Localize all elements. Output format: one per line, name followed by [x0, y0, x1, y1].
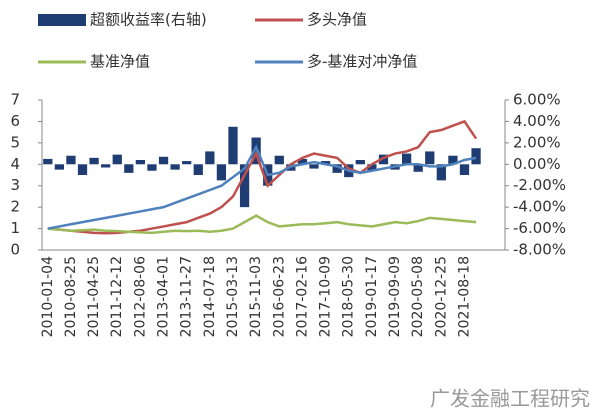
x-tick-label: 2014-07-18 — [202, 256, 218, 337]
y-tick-label: 4 — [10, 155, 20, 173]
bar — [158, 156, 169, 165]
legend-swatch — [38, 14, 86, 26]
bar — [112, 154, 122, 165]
x-tick-label: 2010-01-04 — [40, 256, 56, 337]
bar — [251, 137, 261, 165]
bar — [471, 148, 481, 165]
y2-tick-label: 4.00% — [513, 112, 561, 130]
bar — [135, 160, 146, 165]
watermark: 广发金融工程研究 — [430, 387, 590, 411]
y2-tick-label: 0.00% — [513, 155, 561, 173]
bar — [332, 164, 342, 173]
x-tick-label: 2018-05-30 — [341, 256, 357, 337]
y2-tick-label: -2.00% — [513, 176, 566, 194]
legend-label: 超额收益率(右轴) — [90, 11, 207, 29]
bar — [436, 164, 446, 181]
bar — [425, 151, 435, 165]
y-tick-label: 5 — [10, 133, 20, 151]
x-tick-label: 2013-11-27 — [179, 256, 195, 337]
bar — [378, 154, 389, 165]
bar — [448, 155, 458, 165]
x-tick-label: 2019-01-17 — [364, 256, 380, 337]
x-tick-label: 2019-09-09 — [387, 256, 403, 337]
legend-label: 基准净值 — [90, 53, 150, 71]
bar — [124, 164, 134, 173]
bar — [297, 158, 308, 165]
bar — [54, 164, 64, 170]
y2-tick-label: -4.00% — [513, 198, 566, 216]
x-tick-label: 2013-04-01 — [156, 256, 172, 337]
bar — [320, 161, 331, 165]
bar — [147, 164, 157, 171]
x-tick-label: 2015-03-13 — [225, 256, 241, 337]
bar — [401, 153, 412, 165]
y-tick-label: 6 — [10, 112, 20, 130]
bar — [89, 157, 99, 165]
bar — [367, 164, 377, 171]
bar — [182, 161, 192, 165]
x-tick-label: 2016-06-23 — [271, 256, 287, 337]
bar — [77, 164, 88, 175]
bar — [170, 164, 180, 170]
bar — [413, 164, 423, 172]
legend-label: 多头净值 — [307, 11, 367, 29]
x-tick-label: 2021-08-18 — [456, 256, 472, 337]
x-tick-label: 2017-10-09 — [318, 256, 334, 337]
x-tick-label: 2020-05-08 — [410, 256, 426, 337]
line — [47, 119, 478, 235]
bar — [216, 164, 227, 181]
y2-tick-label: 6.00% — [513, 91, 561, 109]
bar — [193, 164, 203, 175]
line — [47, 214, 477, 235]
bar — [43, 158, 53, 165]
bar — [459, 164, 470, 175]
bar — [274, 155, 284, 165]
bar — [355, 160, 365, 165]
x-tick-label: 2011-04-25 — [86, 256, 102, 337]
y2-tick-label: -6.00% — [513, 219, 566, 237]
legend-label: 多-基准对冲净值 — [307, 53, 417, 71]
x-tick-label: 2010-08-25 — [63, 256, 79, 337]
bar — [239, 164, 250, 208]
x-tick-label: 2011-12-12 — [109, 256, 125, 337]
y-tick-label: 7 — [10, 91, 20, 109]
bar — [205, 151, 215, 165]
line — [47, 144, 477, 230]
bar — [66, 155, 76, 165]
y-tick-label: 1 — [10, 219, 20, 237]
y2-tick-label: -8.00% — [513, 241, 566, 259]
y2-tick-label: 2.00% — [513, 133, 561, 151]
x-tick-label: 2020-12-25 — [433, 256, 449, 337]
y-tick-label: 0 — [10, 241, 20, 259]
bar — [309, 164, 319, 169]
bar — [228, 126, 238, 165]
x-tick-label: 2017-02-16 — [294, 256, 310, 337]
x-tick-label: 2015-11-03 — [248, 256, 264, 337]
y-tick-label: 3 — [10, 176, 20, 194]
y-tick-label: 2 — [10, 198, 20, 216]
x-tick-label: 2012-08-06 — [132, 256, 148, 337]
bar — [101, 164, 111, 168]
